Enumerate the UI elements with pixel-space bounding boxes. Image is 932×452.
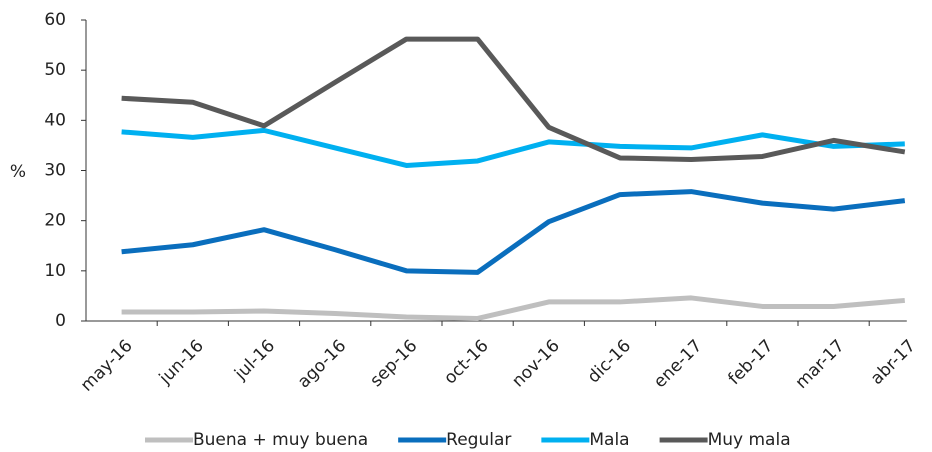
- y-tick-label: 30: [44, 161, 66, 181]
- y-tick-label: 50: [44, 60, 66, 80]
- x-tick-label: nov-16: [508, 336, 564, 392]
- x-tick-label: dic-16: [584, 336, 635, 387]
- x-tick-label: jul-16: [230, 336, 279, 385]
- y-tick-label: 10: [44, 261, 66, 281]
- x-tick-label: mar-17: [792, 336, 849, 393]
- x-tick-label: ene-17: [650, 336, 706, 392]
- series-line: [121, 189, 906, 275]
- x-tick-label: sep-16: [366, 336, 421, 391]
- x-tick-label: ago-16: [294, 336, 350, 392]
- legend-label: Mala: [589, 430, 629, 450]
- legend-label: Muy mala: [708, 430, 791, 450]
- series-line: [121, 36, 906, 162]
- legend-label: Regular: [446, 430, 511, 450]
- y-tick-label: 40: [44, 110, 66, 130]
- x-tick-label: oct-16: [440, 336, 492, 388]
- x-tick-label: may-16: [77, 336, 137, 396]
- series-line: [121, 127, 905, 168]
- x-tick-label: abr-17: [867, 336, 920, 389]
- series-line: [121, 295, 906, 321]
- legend-label: Buena + muy buena: [193, 430, 368, 450]
- y-tick-label: 0: [55, 311, 66, 331]
- x-tick-label: jun-16: [155, 336, 208, 389]
- y-tick-label: 60: [44, 10, 66, 30]
- x-tick-label: feb-17: [724, 336, 777, 389]
- y-axis-label: %: [10, 162, 26, 182]
- y-tick-label: 20: [44, 211, 66, 231]
